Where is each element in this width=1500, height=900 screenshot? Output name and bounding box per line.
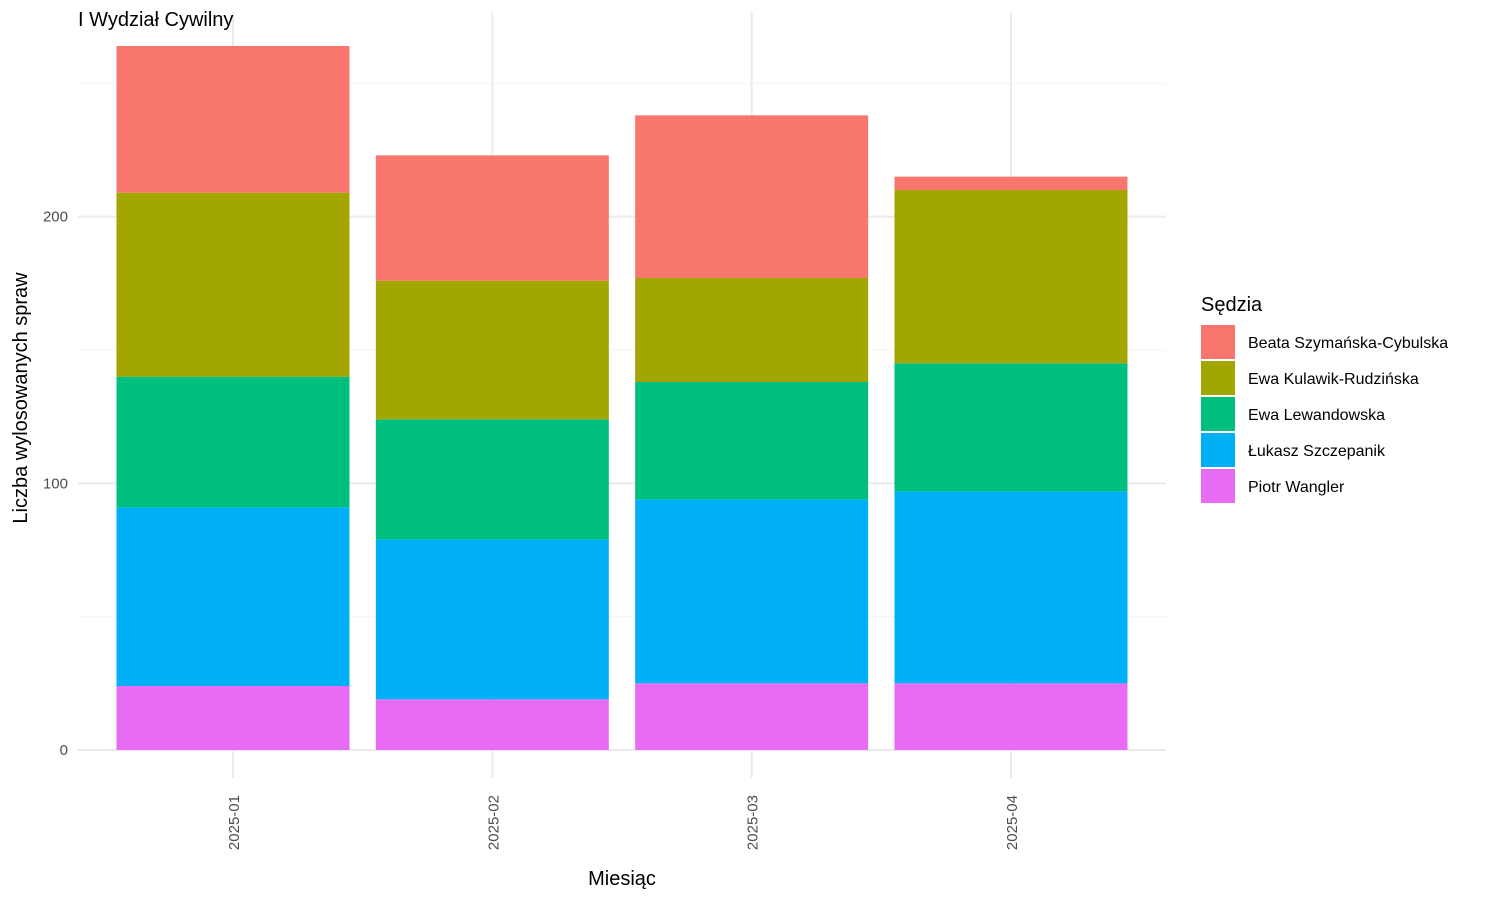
x-axis-title: Miesiąc — [588, 868, 656, 890]
bars — [116, 46, 1128, 750]
legend-key — [1201, 325, 1235, 359]
bar-segment — [116, 192, 350, 377]
bar-segment — [635, 499, 869, 684]
y-tick-label: 100 — [43, 475, 68, 492]
x-tick-label: 2025-02 — [485, 795, 502, 850]
legend: Sędzia Beata Szymańska-Cybulska Ewa Kulaw… — [1201, 294, 1448, 503]
legend-label: Piotr Wangler — [1248, 479, 1345, 496]
bar-segment — [894, 363, 1128, 492]
legend-label: Beata Szymańska-Cybulska — [1248, 335, 1448, 352]
x-tick-label: 2025-03 — [745, 795, 762, 850]
bar-segment — [116, 686, 350, 750]
bar-segment — [894, 683, 1128, 750]
bar-segment — [635, 115, 869, 278]
y-tick-label: 0 — [60, 742, 68, 759]
x-tick-label: 2025-01 — [226, 795, 243, 850]
bar-segment — [894, 176, 1128, 190]
bar-segment — [375, 539, 609, 700]
legend-title: Sędzia — [1201, 294, 1263, 316]
legend-label: Łukasz Szczepanik — [1248, 443, 1386, 460]
bar-segment — [375, 419, 609, 540]
bar-segment — [116, 376, 350, 508]
legend-label: Ewa Lewandowska — [1248, 407, 1385, 424]
y-axis-title: Liczba wylosowanych spraw — [10, 272, 32, 524]
bar-segment — [375, 699, 609, 750]
legend-key — [1201, 361, 1235, 395]
x-tick-label: 2025-04 — [1004, 795, 1021, 850]
bar-segment — [375, 155, 609, 281]
bar-segment — [635, 382, 869, 500]
legend-key — [1201, 433, 1235, 467]
bar-segment — [894, 190, 1128, 364]
y-tick-label: 200 — [43, 209, 68, 226]
bar-segment — [635, 278, 869, 382]
bar-segment — [116, 507, 350, 686]
chart-title: I Wydział Cywilny — [78, 9, 233, 31]
bar-segment — [635, 683, 869, 750]
legend-key — [1201, 469, 1235, 503]
bar-segment — [375, 280, 609, 420]
bar-segment — [116, 46, 350, 193]
legend-key — [1201, 397, 1235, 431]
y-axis-ticks: 0 100 200 — [43, 209, 68, 759]
bar-segment — [894, 491, 1128, 684]
x-axis-ticks: 2025-01 2025-02 2025-03 2025-04 — [226, 795, 1021, 850]
legend-label: Ewa Kulawik-Rudzińska — [1248, 371, 1419, 388]
